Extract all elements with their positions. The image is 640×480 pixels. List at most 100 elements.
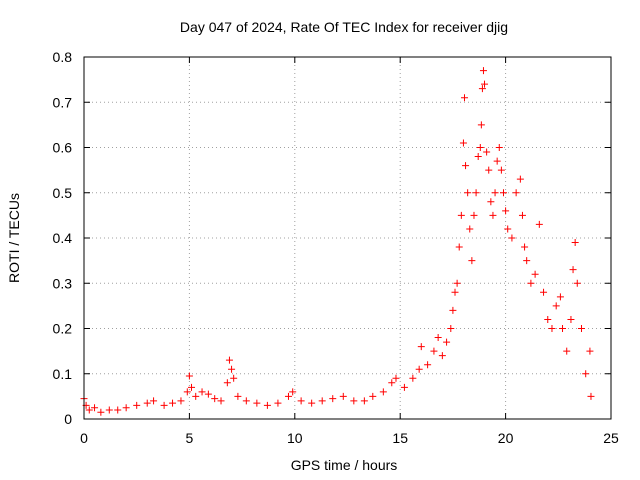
y-tick-label: 0.8 [53,49,73,65]
data-point [379,388,387,396]
data-point [487,198,495,206]
data-point [133,401,141,409]
data-point [491,189,499,197]
data-point [470,211,478,219]
data-point [228,365,236,373]
grid-lines [84,57,611,419]
data-point [91,404,99,412]
data-point [453,279,461,287]
data-point [204,390,212,398]
data-point [198,388,206,396]
data-point [415,365,423,373]
plot-frame [83,56,612,420]
data-point [388,379,396,387]
x-tick-label: 0 [80,430,88,446]
data-point [493,157,501,165]
data-point [573,279,581,287]
data-point [85,406,93,414]
data-point [400,383,408,391]
data-point [478,85,486,93]
data-point [223,379,231,387]
data-point [571,239,579,247]
data-point [468,257,476,265]
data-point [369,392,377,400]
data-point [150,397,158,405]
data-point [559,325,567,332]
data-point [177,397,185,405]
data-point [143,399,151,407]
data-point [417,343,425,351]
data-point [563,347,571,355]
data-point [548,325,556,332]
data-point [192,392,200,400]
data-point [582,370,590,378]
data-point [308,399,316,407]
data-point [185,372,193,380]
data-point [531,270,539,278]
y-axis-label: ROTI / TECUs [6,193,22,283]
data-point [466,225,474,233]
data-point [329,395,337,403]
data-point [495,144,503,151]
data-point [350,397,358,405]
y-tick-label: 0.4 [53,230,73,246]
y-tick-label: 0.2 [53,321,73,337]
data-point [97,408,105,416]
y-tick-label: 0 [64,411,72,427]
data-point [114,406,122,414]
x-tick-label: 20 [498,430,514,446]
data-point [497,166,505,174]
data-point [577,325,585,332]
data-point [464,189,472,197]
data-point [424,361,432,369]
data-point [479,67,487,75]
axis-ticks: 0 5 10 15 20 25 0 0.1 0.2 0.3 0.4 0.5 0.6 0.7 0.8 [53,49,619,446]
y-tick-label: 0.5 [53,185,73,201]
data-point [430,347,438,355]
data-point [540,288,548,296]
data-point [183,388,191,396]
data-point [518,211,526,219]
data-point [544,315,552,323]
data-point [460,94,468,102]
data-point [297,397,305,405]
x-axis-label: GPS time / hours [291,457,398,473]
data-point [360,397,368,405]
data-point [523,257,531,265]
data-point [253,399,261,407]
data-point [569,266,577,274]
data-point [489,211,497,219]
data-point [457,211,465,219]
data-point [459,139,467,147]
data-point [409,374,417,382]
data-point [474,153,482,161]
data-point [483,148,491,156]
data-point [234,392,242,400]
data-point [211,395,219,403]
data-point [318,397,326,405]
x-tick-label: 5 [186,430,194,446]
data-point [225,356,233,364]
data-point [516,175,524,183]
data-point [122,404,130,412]
data-point [455,243,463,251]
data-point [535,220,543,228]
data-point [462,162,470,170]
data-point [242,397,250,405]
data-point [485,166,493,174]
data-point [472,189,480,197]
data-point [160,401,168,409]
data-point [556,293,564,301]
data-point [438,352,446,360]
x-tick-label: 10 [287,430,303,446]
data-point [502,207,510,215]
data-point [481,80,489,88]
data-point [434,334,442,342]
y-tick-label: 0.7 [53,94,73,110]
data-point [169,399,177,407]
data-point [263,401,271,409]
data-point [443,338,451,346]
data-point [508,234,516,242]
y-tick-label: 0.1 [53,366,73,382]
